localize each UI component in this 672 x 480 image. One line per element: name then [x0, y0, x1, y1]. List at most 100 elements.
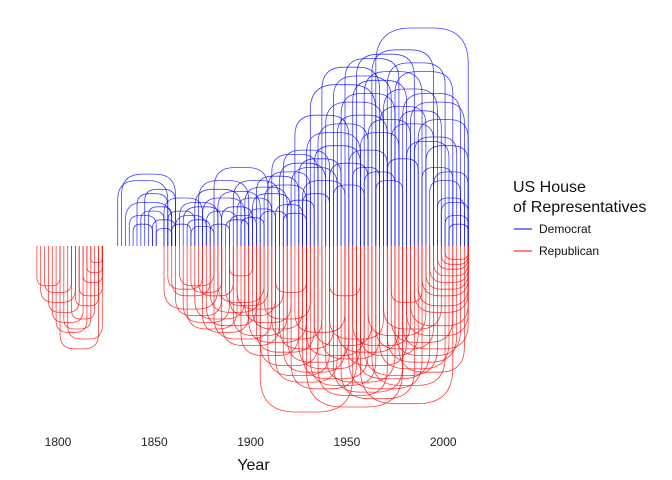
- republican-arc-78: [406, 246, 469, 336]
- republican-arc-76: [398, 246, 465, 373]
- democrat-arc-47: [302, 193, 330, 246]
- democrat-arc-26: [221, 206, 253, 246]
- republican-arc-16: [167, 246, 203, 290]
- republican-arc-24: [198, 246, 234, 297]
- republican-arc-28: [213, 246, 273, 340]
- republican-arc-12: [82, 246, 103, 283]
- democrat-arc-92: [375, 180, 404, 246]
- democrat-arc-64: [367, 119, 411, 246]
- republican-arc-90: [306, 246, 404, 408]
- republican-arc-30: [221, 246, 280, 346]
- republican-arc-35: [240, 246, 300, 356]
- republican-arc-46: [282, 246, 346, 373]
- democrat-arc-14: [175, 215, 207, 246]
- democrat-arc-68: [383, 88, 438, 246]
- democrat-arc-12: [167, 210, 196, 246]
- republican-arc-83: [425, 246, 469, 290]
- democrat-arc-81: [433, 171, 469, 246]
- republican-arc-68: [367, 246, 427, 336]
- democrat-arc-51: [317, 123, 369, 246]
- republican-arc-50: [298, 246, 361, 370]
- democrat-arc-8: [148, 206, 173, 246]
- republican-arc-89: [259, 246, 354, 413]
- republican-arc-80: [413, 246, 469, 313]
- democrat-arc-73: [402, 93, 461, 246]
- republican-arc-82: [421, 246, 469, 297]
- democrat-arc-85: [448, 223, 469, 246]
- republican-arc-53: [309, 246, 377, 386]
- republican-arc-25: [202, 246, 250, 333]
- democrat-arc-88: [363, 171, 396, 246]
- x-tick-label-1950: 1950: [334, 435, 361, 449]
- republican-arc-32: [229, 246, 276, 317]
- republican-arc-85: [433, 246, 469, 277]
- republican-arc-14: [90, 246, 103, 263]
- democrat-arc-76: [413, 136, 458, 246]
- republican-arc-10: [75, 246, 99, 307]
- democrat-arc-78: [421, 167, 454, 246]
- democrat-arc-75: [410, 101, 465, 246]
- democrat-arc-43: [286, 199, 315, 246]
- legend-title-line-2: of Representatives: [513, 199, 646, 216]
- democrat-arc-28: [229, 215, 257, 246]
- democrat-arc-80: [429, 180, 461, 246]
- democrat-arc-38: [267, 171, 311, 246]
- democrat-arc-55: [333, 75, 392, 246]
- democrat-arc-40: [275, 204, 303, 246]
- republican-arc-1: [40, 246, 76, 303]
- republican-arc-94: [275, 246, 307, 293]
- democrat-arc-4: [132, 223, 153, 246]
- republican-arc-67: [363, 246, 438, 376]
- democrat-arc-16: [182, 206, 223, 246]
- republican-arc-5: [55, 246, 88, 333]
- democrat-arc-53: [325, 101, 384, 246]
- republican-arc-88: [444, 246, 469, 260]
- democrat-arc-22: [205, 210, 238, 246]
- democrat-arc-37: [263, 184, 307, 246]
- republican-arc-6: [59, 246, 99, 350]
- republican-arc-72: [383, 246, 442, 330]
- legend-label-democrat: Democrat: [539, 222, 592, 236]
- democrat-arc-36: [259, 210, 288, 246]
- republican-arc-48: [290, 246, 357, 390]
- democrat-arc-13: [171, 223, 192, 246]
- democrat-series: [117, 27, 469, 246]
- democrat-arc-19: [194, 188, 242, 246]
- democrat-arc-84: [444, 215, 469, 246]
- republican-arc-64: [352, 246, 411, 346]
- republican-arc-23: [194, 246, 246, 320]
- democrat-arc-77: [417, 119, 469, 246]
- republican-arc-66: [360, 246, 419, 356]
- republican-arc-92: [329, 246, 361, 297]
- democrat-arc-70: [390, 123, 434, 246]
- democrat-arc-69: [386, 62, 446, 246]
- republican-arc-84: [429, 246, 469, 283]
- republican-arc-42: [267, 246, 330, 376]
- republican-arc-44: [275, 246, 338, 383]
- republican-arc-31: [225, 246, 269, 307]
- democrat-arc-89: [386, 158, 419, 246]
- democrat-arc-24: [213, 167, 269, 246]
- democrat-arc-83: [440, 202, 469, 246]
- democrat-arc-23: [209, 223, 230, 246]
- republican-arc-74: [390, 246, 454, 343]
- republican-arc-81: [417, 246, 469, 307]
- democrat-arc-63: [363, 71, 423, 246]
- democrat-arc-30: [236, 197, 273, 246]
- republican-arc-40: [259, 246, 319, 366]
- republican-arc-7: [63, 246, 92, 330]
- republican-arc-71: [379, 246, 450, 370]
- democrat-arc-67: [379, 106, 427, 246]
- x-axis-ticks: 1800 1850 1900 1950 2000: [45, 435, 457, 449]
- republican-arc-75: [394, 246, 461, 356]
- republican-arc-37: [248, 246, 307, 343]
- republican-arc-8: [67, 246, 103, 340]
- democrat-arc-91: [352, 167, 380, 246]
- democrat-arc-1: [121, 173, 176, 246]
- legend-label-republican: Republican: [539, 244, 599, 258]
- x-tick-label-1800: 1800: [45, 435, 72, 449]
- x-tick-label-1850: 1850: [141, 435, 168, 449]
- democrat-arc-86: [302, 180, 346, 246]
